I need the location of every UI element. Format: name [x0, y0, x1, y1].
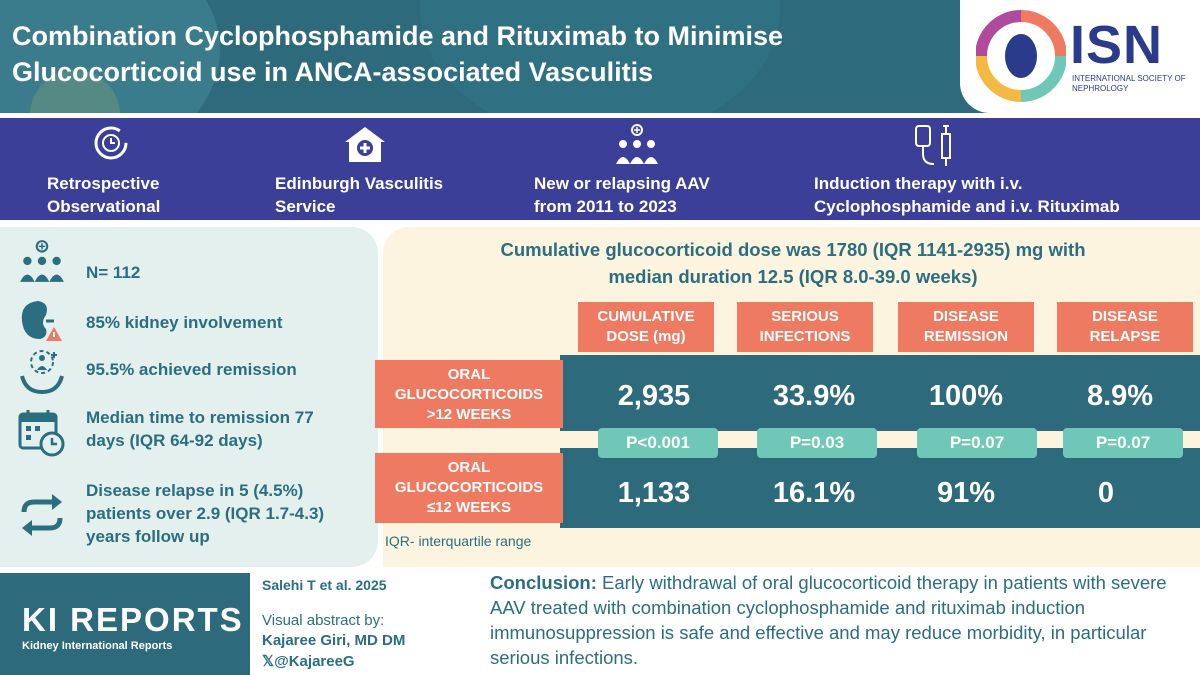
- row-label-short-course: ORAL GLUCOCORTICOIDS ≤12 WEEKS: [375, 453, 563, 523]
- conclusion: Conclusion: Early withdrawal of oral glu…: [490, 570, 1195, 670]
- journal-name: Kidney International Reports: [22, 640, 173, 652]
- p-value-infections: P=0.03: [757, 428, 877, 458]
- p-value-relapse: P=0.07: [1063, 428, 1183, 458]
- hands-person-icon: [20, 350, 64, 395]
- value-short-dose: 1,133: [617, 477, 691, 509]
- clock-cycle-icon: [94, 126, 128, 160]
- kidney-icon: [21, 301, 62, 341]
- row-label-long-course: ORAL GLUCOCORTICOIDS >12 WEEKS: [375, 360, 563, 428]
- conclusion-label: Conclusion:: [490, 572, 597, 593]
- author-name: Kajaree Giri, MD DM: [262, 632, 406, 649]
- column-header-disease-relapse: DISEASE RELAPSE: [1057, 302, 1193, 352]
- cohort-people-icon: [20, 240, 64, 282]
- relapse-arrows-icon: [21, 494, 63, 536]
- x-logo-icon: 𝕏: [262, 653, 275, 670]
- method-design: Retrospective Observational: [47, 174, 161, 216]
- baseline-stats-panel: [0, 227, 378, 567]
- p-value-remission: P=0.07: [917, 428, 1037, 458]
- isn-logo-subtext: INTERNATIONAL SOCIETY OF NEPHROLOGY: [1072, 74, 1186, 93]
- value-long-relapse: 8.9%: [1086, 380, 1154, 412]
- results-title: Cumulative glucocorticoid dose was 1780 …: [500, 239, 1086, 287]
- author-handle[interactable]: 𝕏@KajareeG: [262, 653, 355, 670]
- stat-n: N= 112: [86, 263, 141, 282]
- conclusion-text: Early withdrawal of oral glucocorticoid …: [490, 572, 1167, 668]
- stat-relapse: Disease relapse in 5 (4.5%) patients over…: [86, 481, 325, 546]
- hospital-icon: [345, 127, 385, 162]
- page-title: Combination Cyclophosphamide and Rituxim…: [12, 21, 784, 87]
- journal-brand-panel: [0, 573, 250, 675]
- method-intervention: Induction therapy with i.v. Cyclophospham…: [814, 174, 1120, 216]
- calendar-clock-icon: [18, 410, 65, 457]
- value-long-remission: 100%: [928, 380, 1004, 412]
- row-bar-short-course: [560, 448, 1200, 528]
- visual-abstract-credit: Visual abstract by:: [262, 612, 385, 629]
- method-setting: Edinburgh Vasculitis Service: [275, 174, 444, 216]
- value-short-relapse: 0: [1097, 477, 1115, 509]
- value-short-infections: 16.1%: [772, 477, 856, 509]
- method-population: New or relapsing AAV from 2011 to 2023: [534, 174, 710, 216]
- column-header-serious-infections: SERIOUS INFECTIONS: [737, 302, 873, 352]
- value-short-remission: 91%: [936, 477, 996, 509]
- people-group-icon: [616, 124, 658, 164]
- stat-kidney: 85% kidney involvement: [86, 313, 283, 332]
- stat-time-to-remission: Median time to remission 77 days (IQR 64-…: [86, 408, 314, 450]
- isn-logo-text: ISN: [1070, 15, 1164, 75]
- methods-band: [0, 118, 1200, 220]
- value-long-dose: 2,935: [617, 380, 691, 412]
- row-bar-long-course: [560, 355, 1200, 431]
- journal-logo: KI REPORTS: [22, 601, 244, 638]
- stat-remission: 95.5% achieved remission: [86, 360, 297, 379]
- p-value-dose: P<0.001: [598, 428, 718, 458]
- column-header-disease-remission: DISEASE REMISSION: [898, 302, 1034, 352]
- citation: Salehi T et al. 2025: [262, 577, 387, 593]
- column-header-cumulative-dose: CUMULATIVE DOSE (mg): [578, 302, 714, 352]
- isn-logo-icon: [976, 10, 1066, 102]
- iv-drip-syringe-icon: [915, 125, 951, 166]
- iqr-footnote: IQR- interquartile range: [385, 533, 532, 549]
- value-long-infections: 33.9%: [772, 380, 856, 412]
